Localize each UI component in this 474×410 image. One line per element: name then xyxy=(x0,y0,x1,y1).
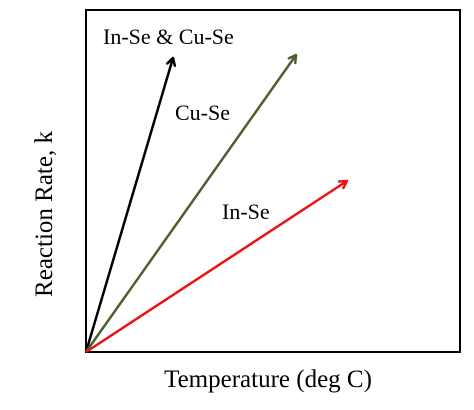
arrow-cu-se xyxy=(84,55,296,353)
label-in-se: In-Se xyxy=(222,199,270,224)
plot-frame xyxy=(85,9,461,353)
label-cu-se: Cu-Se xyxy=(175,100,230,125)
arrow-in-se-cu-se xyxy=(84,58,173,353)
x-axis-label: Temperature (deg C) xyxy=(164,366,372,393)
y-axis-label: Reaction Rate, k xyxy=(31,131,58,297)
label-in-se-cu-se: In-Se & Cu-Se xyxy=(103,24,234,49)
arrow-in-se xyxy=(85,181,347,354)
